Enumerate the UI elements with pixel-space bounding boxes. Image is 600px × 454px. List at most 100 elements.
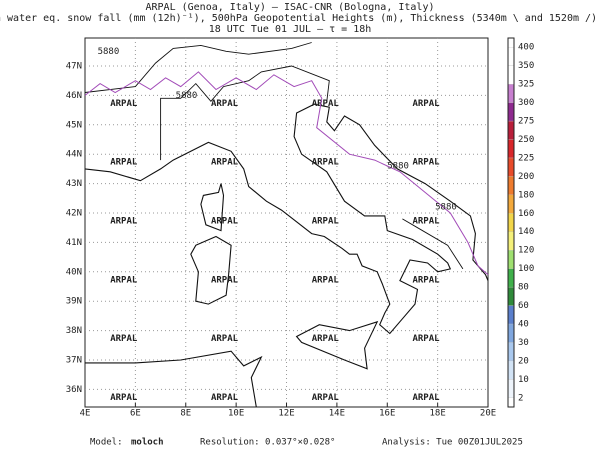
colorbar-label: 40	[518, 319, 529, 329]
colorbar-label: 140	[518, 227, 534, 237]
lon-label: 10E	[228, 409, 244, 419]
colorbar-cell	[507, 268, 515, 288]
coastline	[84, 103, 489, 335]
colorbar-label: 60	[518, 301, 529, 311]
coastline	[295, 320, 379, 370]
colorbar-cell	[507, 213, 515, 232]
colorbar-cell	[507, 250, 515, 269]
watermark: ARPAL	[211, 275, 239, 285]
watermark: ARPAL	[211, 99, 239, 109]
watermark: ARPAL	[312, 334, 340, 344]
model-name: moloch	[131, 438, 164, 448]
colorbar-label: 350	[518, 61, 534, 71]
colorbar-label: 300	[518, 98, 534, 108]
watermark: ARPAL	[110, 99, 138, 109]
watermark: ARPAL	[412, 99, 440, 109]
lon-label: 6E	[130, 409, 141, 419]
coastline	[200, 183, 225, 232]
contour-label: 5880	[435, 203, 457, 213]
watermark: ARPAL	[211, 334, 239, 344]
colorbar-cell	[507, 47, 515, 66]
watermark: ARPAL	[211, 217, 239, 227]
lat-label: 43N	[66, 179, 82, 189]
contour	[84, 71, 489, 276]
colorbar-label: 225	[518, 153, 534, 163]
lon-label: 12E	[278, 409, 294, 419]
contour-label: 5880	[176, 91, 198, 101]
colorbar-label: 180	[518, 190, 534, 200]
resolution: Resolution: 0.037°×0.028°	[200, 438, 335, 448]
colorbar-cell	[507, 102, 515, 122]
lat-label: 46N	[66, 91, 82, 101]
watermark: ARPAL	[412, 393, 440, 403]
header-line: 18 UTC Tue 01 JUL — τ = 18h	[209, 24, 372, 35]
analysis: Analysis: Tue 00Z01JUL2025	[382, 438, 523, 448]
colorbar-cell	[507, 157, 515, 177]
colorbar-label: 160	[518, 209, 534, 219]
colorbar-cell	[507, 342, 515, 362]
colorbar-cell	[507, 305, 515, 325]
watermark: ARPAL	[412, 217, 440, 227]
colorbar-cell	[507, 65, 515, 85]
model-label: Model:	[90, 438, 123, 448]
colorbar-label: 275	[518, 117, 534, 127]
colorbar-label: 200	[518, 172, 534, 182]
watermark: ARPAL	[312, 393, 340, 403]
colorbar-label: 20	[518, 356, 529, 366]
annotations: ARPAL ARPAL ARPAL ARPAL ARPAL ARPAL ARPAL ARPAL…	[84, 47, 489, 403]
colorbar-cell	[507, 379, 515, 398]
lat-label: 45N	[66, 120, 82, 130]
watermark: ARPAL	[412, 158, 440, 168]
colorbar-label: 250	[518, 135, 534, 145]
lat-label: 39N	[66, 297, 82, 307]
lon-label: 16E	[379, 409, 395, 419]
colorbar-label: 100	[518, 264, 534, 274]
colorbar-frame	[507, 37, 515, 408]
contour-label: 5880	[387, 161, 409, 171]
colorbar-label: 120	[518, 246, 534, 256]
colorbar-cell	[507, 139, 515, 159]
graticule	[84, 38, 489, 407]
watermark: ARPAL	[312, 99, 340, 109]
lat-label: 41N	[66, 238, 82, 248]
watermark: ARPAL	[211, 158, 239, 168]
watermark: ARPAL	[412, 275, 440, 285]
lat-label: 47N	[66, 62, 82, 72]
colorbar-cell	[507, 194, 515, 214]
lon-label: 4E	[80, 409, 91, 419]
lon-label: 20E	[480, 409, 496, 419]
colorbar-cell	[507, 360, 515, 380]
header-line: 12h water eq. snow fall (mm (12h)⁻¹), 50…	[0, 13, 597, 24]
colorbar-label: 325	[518, 80, 534, 90]
watermark: ARPAL	[110, 334, 138, 344]
colorbar-cell	[507, 231, 515, 251]
lon-label: 14E	[329, 409, 345, 419]
coastlines	[84, 42, 489, 408]
colorbar-label: 400	[518, 43, 534, 53]
header-line: ARPAL (Genoa, Italy) — ISAC-CNR (Bologna…	[146, 2, 435, 13]
colorbar-label: 10	[518, 375, 529, 385]
coastline	[160, 65, 330, 161]
lat-label: 42N	[66, 209, 82, 219]
colorbar-label: 2	[518, 393, 523, 403]
watermark: ARPAL	[110, 393, 138, 403]
watermark: ARPAL	[110, 158, 138, 168]
lat-label: 36N	[66, 385, 82, 395]
contour-label: 5880	[98, 47, 120, 57]
watermark: ARPAL	[312, 217, 340, 227]
watermark: ARPAL	[110, 275, 138, 285]
colorbar-label: 80	[518, 283, 529, 293]
lon-label: 18E	[430, 409, 446, 419]
lon-label: 8E	[180, 409, 191, 419]
lat-label: 44N	[66, 150, 82, 160]
lat-label: 40N	[66, 267, 82, 277]
coastline	[402, 218, 464, 270]
colorbar-cell	[507, 83, 515, 103]
watermark: ARPAL	[211, 393, 239, 403]
coastline	[84, 42, 312, 93]
colorbar-cell	[507, 120, 515, 140]
coastline	[190, 235, 232, 305]
colorbar-cell	[507, 176, 515, 195]
lat-label: 37N	[66, 356, 82, 366]
